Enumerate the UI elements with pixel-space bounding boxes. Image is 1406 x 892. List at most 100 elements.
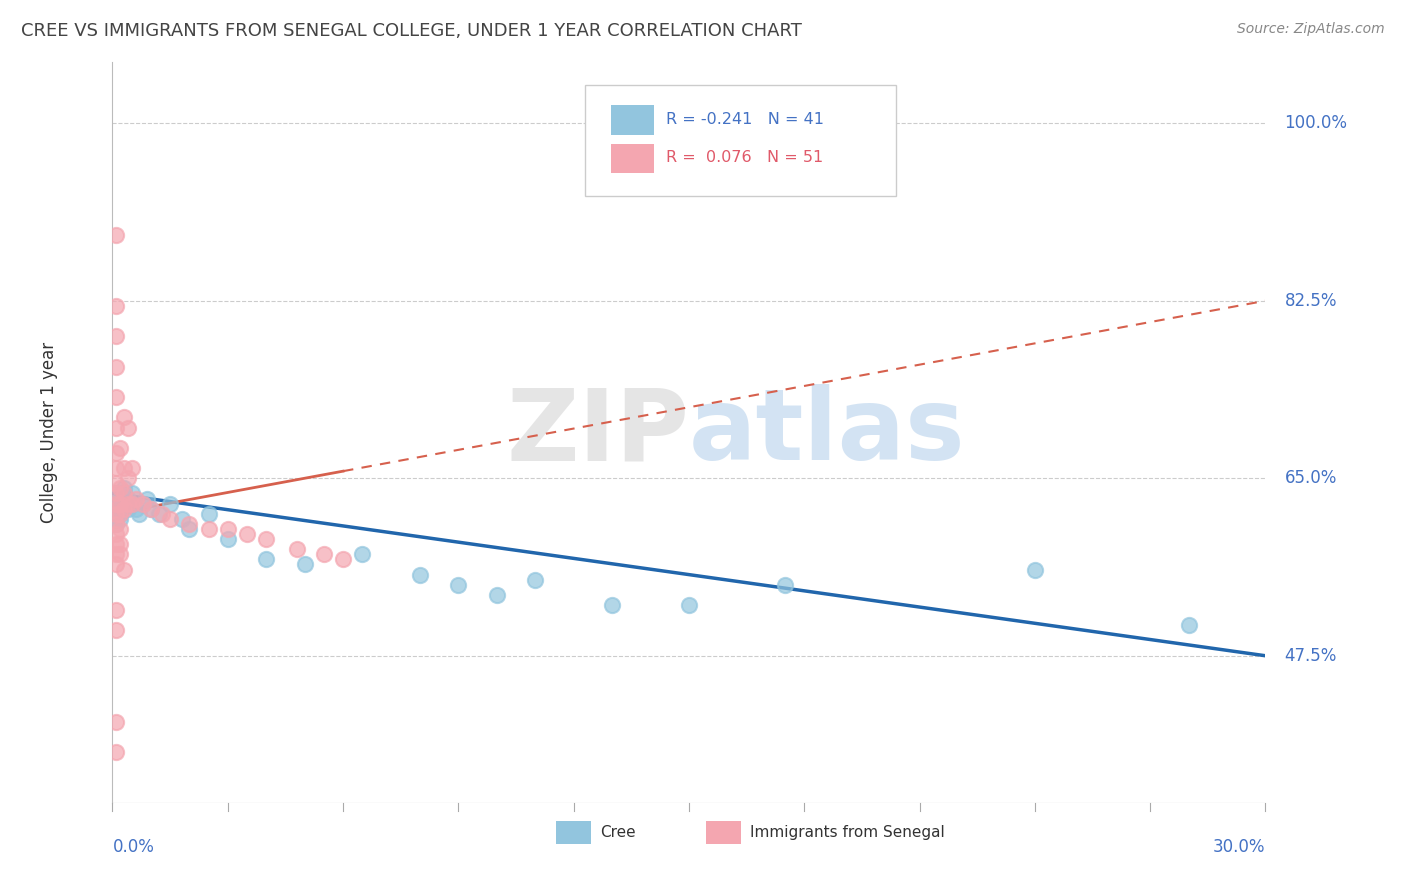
Point [108, 537, 131, 551]
Text: Source: ZipAtlas.com: Source: ZipAtlas.com [1237, 22, 1385, 37]
Text: ZIP: ZIP [506, 384, 689, 481]
Point [294, 558, 316, 572]
Point [108, 441, 131, 455]
Point [108, 507, 131, 521]
Point [112, 486, 135, 500]
Point [217, 532, 239, 546]
Point [152, 507, 174, 521]
Point [117, 491, 139, 506]
Point [254, 532, 277, 546]
Text: CREE VS IMMIGRANTS FROM SENEGAL COLLEGE, UNDER 1 YEAR CORRELATION CHART: CREE VS IMMIGRANTS FROM SENEGAL COLLEGE,… [21, 22, 801, 40]
Point [121, 497, 143, 511]
Point [1024, 562, 1046, 576]
Point [105, 420, 128, 434]
Point [112, 562, 135, 576]
Point [197, 522, 219, 536]
Text: College, Under 1 year: College, Under 1 year [39, 342, 58, 524]
Point [105, 227, 128, 242]
Text: R = -0.241   N = 41: R = -0.241 N = 41 [666, 112, 824, 127]
Point [124, 491, 146, 506]
Point [105, 446, 128, 460]
Point [600, 598, 623, 612]
Point [105, 516, 128, 531]
Point [678, 598, 700, 612]
Point [117, 501, 139, 516]
Point [312, 547, 335, 561]
Point [108, 497, 131, 511]
Point [112, 410, 135, 425]
Point [524, 573, 547, 587]
Point [105, 390, 128, 404]
Point [105, 537, 128, 551]
Point [105, 497, 128, 511]
Point [170, 512, 193, 526]
Bar [557, 822, 591, 844]
Text: Cree: Cree [600, 825, 636, 840]
Point [108, 497, 131, 511]
Point [105, 516, 128, 531]
Point [108, 547, 131, 561]
Point [197, 507, 219, 521]
Text: R =  0.076   N = 51: R = 0.076 N = 51 [666, 151, 823, 165]
Point [132, 497, 155, 511]
Point [139, 501, 162, 516]
Point [105, 486, 128, 500]
Point [105, 359, 128, 374]
Point [148, 507, 170, 521]
Text: Immigrants from Senegal: Immigrants from Senegal [749, 825, 945, 840]
Point [124, 501, 146, 516]
Point [105, 461, 128, 475]
Point [105, 476, 128, 491]
Point [105, 558, 128, 572]
Point [105, 714, 128, 729]
Point [108, 512, 131, 526]
Point [108, 491, 131, 506]
Point [105, 527, 128, 541]
Point [105, 299, 128, 313]
Point [105, 329, 128, 343]
Point [112, 497, 135, 511]
Point [105, 512, 128, 526]
Point [254, 552, 277, 566]
Point [105, 603, 128, 617]
Point [159, 512, 181, 526]
Point [352, 547, 374, 561]
Bar [610, 105, 654, 135]
Point [773, 578, 796, 592]
Text: 65.0%: 65.0% [1285, 469, 1337, 487]
Point [121, 461, 143, 475]
Point [112, 461, 135, 475]
Point [112, 482, 135, 496]
Point [447, 578, 470, 592]
Text: atlas: atlas [689, 384, 966, 481]
Point [217, 522, 239, 536]
Point [179, 516, 201, 531]
Point [121, 486, 143, 500]
Point [409, 567, 432, 582]
Point [112, 486, 135, 500]
Point [108, 522, 131, 536]
Point [112, 501, 135, 516]
Text: 30.0%: 30.0% [1213, 838, 1265, 856]
Point [105, 507, 128, 521]
Point [117, 420, 139, 434]
Point [105, 745, 128, 759]
Point [108, 482, 131, 496]
FancyBboxPatch shape [585, 85, 897, 195]
Point [117, 471, 139, 485]
Point [285, 542, 308, 557]
Point [105, 501, 128, 516]
Point [108, 501, 131, 516]
Text: 100.0%: 100.0% [1285, 114, 1347, 132]
Point [105, 486, 128, 500]
Point [105, 547, 128, 561]
Bar [610, 144, 654, 173]
Point [159, 497, 181, 511]
Text: 82.5%: 82.5% [1285, 292, 1337, 310]
Point [1177, 618, 1199, 632]
Point [105, 497, 128, 511]
Point [108, 507, 131, 521]
Point [105, 507, 128, 521]
Point [139, 501, 162, 516]
Point [236, 527, 259, 541]
